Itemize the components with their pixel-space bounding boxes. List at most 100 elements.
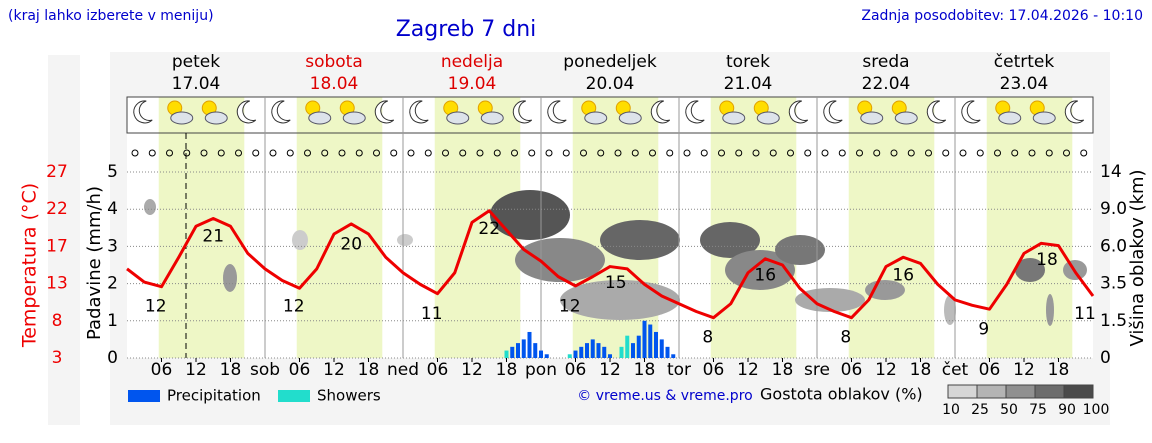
- cloud-icon: [342, 111, 366, 125]
- wind-symbol: [1080, 149, 1088, 157]
- precip-bar: [585, 343, 589, 358]
- temp-extreme-label: 21: [202, 227, 224, 247]
- wind-symbol: [1063, 149, 1070, 157]
- wind-symbol: [752, 149, 760, 157]
- wind-symbol: [183, 149, 191, 157]
- menu-note: (kraj lahko izberete v meniju): [8, 8, 214, 24]
- x-tick-label: 18: [772, 360, 794, 380]
- precip-bar: [504, 350, 509, 358]
- wind-symbol: [804, 149, 812, 157]
- temp-extreme-label: 8: [840, 327, 851, 347]
- cloud-legend-box: [1063, 384, 1094, 399]
- cloud-icon: [170, 111, 194, 125]
- x-tick-label: sob: [250, 360, 280, 380]
- wind-symbol: [131, 149, 139, 157]
- wind-symbol: [442, 149, 449, 157]
- wind-symbol: [976, 149, 984, 157]
- wind-symbol: [700, 149, 708, 157]
- daylight-band: [986, 97, 1073, 358]
- wind-symbol: [735, 149, 743, 157]
- wind-symbol: [769, 149, 777, 157]
- day-name: ponedeljek: [563, 52, 657, 72]
- precip-bar: [654, 331, 658, 358]
- wind-symbol: [459, 149, 467, 157]
- moon-icon: [512, 100, 533, 124]
- x-tick-label: 06: [151, 360, 173, 380]
- chart-title: Zagreb 7 dni: [396, 17, 537, 42]
- temp-extreme-label: 18: [1036, 250, 1058, 270]
- wind-symbol: [907, 149, 915, 157]
- day-date: 23.04: [1000, 74, 1049, 94]
- precip-bar: [596, 343, 601, 358]
- precip-bar: [636, 335, 641, 358]
- x-tick-label: 12: [323, 360, 345, 380]
- x-tick-label: 12: [185, 360, 207, 380]
- precip-bar: [659, 339, 664, 358]
- temperature-line: [126, 209, 1095, 320]
- wind-symbol: [666, 149, 674, 157]
- updated: Zadnja posodobitev: 17.04.2026 - 10:10: [861, 8, 1143, 24]
- precip-bar: [510, 346, 515, 358]
- day-name: petek: [172, 52, 220, 72]
- y2-tick-label: 0: [1100, 348, 1111, 368]
- precip-bar: [573, 350, 578, 358]
- y-tick-label: 5: [107, 162, 118, 182]
- x-tick-label: 12: [1013, 360, 1035, 380]
- cloud-legend-level: 75: [1029, 402, 1047, 418]
- y-tick-label: 0: [107, 348, 118, 368]
- wind-symbol: [355, 149, 363, 157]
- wind-symbol: [942, 149, 950, 157]
- precip-bar: [602, 346, 607, 358]
- precip-bar: [590, 339, 595, 358]
- x-tick-label: 06: [289, 360, 311, 380]
- y2-tick-label: 14: [1100, 162, 1122, 182]
- x-tick-label: 12: [599, 360, 621, 380]
- x-tick-label: ned: [387, 360, 419, 380]
- temp-extreme-label: 15: [605, 273, 627, 293]
- temp-extreme-label: 20: [340, 234, 362, 254]
- wind-symbol: [683, 149, 691, 157]
- cloud-icon: [204, 111, 228, 125]
- cloud-legend-level: 50: [1000, 402, 1018, 418]
- cloud-icon: [894, 111, 918, 125]
- wind-symbol: [217, 149, 225, 157]
- precip-bar: [642, 320, 647, 358]
- moon-icon: [236, 100, 257, 124]
- x-tick-label: 18: [220, 360, 242, 380]
- wind-symbol: [838, 149, 846, 157]
- day-name: nedelja: [441, 52, 503, 72]
- moon-icon: [1064, 100, 1085, 124]
- x-tick-label: sre: [804, 360, 830, 380]
- cloud-blob: [397, 234, 413, 246]
- wind-symbol: [286, 149, 294, 157]
- x-tick-label: 18: [358, 360, 380, 380]
- cloud-icon: [308, 111, 332, 125]
- y-tick-label: 2: [107, 274, 118, 294]
- cloud-blob: [223, 264, 237, 292]
- temp-extreme-label: 16: [892, 265, 914, 285]
- precip-bar: [631, 343, 635, 358]
- temp-tick-label: 17: [46, 236, 68, 256]
- precip-bar: [539, 350, 543, 358]
- cloud-legend-level: 25: [971, 402, 989, 418]
- day-date: 21.04: [724, 74, 773, 94]
- cloud-blob: [560, 280, 680, 320]
- wind-symbol: [528, 149, 536, 157]
- cloud-blob: [700, 222, 760, 258]
- cloud-icon: [446, 111, 470, 125]
- x-tick-label: 06: [841, 360, 863, 380]
- temp-tick-label: 13: [46, 274, 68, 294]
- cloud-legend-level: 10: [942, 402, 960, 418]
- wind-symbol: [166, 149, 173, 157]
- day-name: torek: [726, 52, 770, 72]
- x-tick-label: 12: [461, 360, 483, 380]
- day-date: 17.04: [172, 74, 221, 94]
- wind-symbol: [269, 149, 277, 157]
- precip-bar: [608, 354, 612, 358]
- wind-symbol: [994, 149, 1001, 157]
- cloud-icon: [480, 111, 504, 125]
- wind-symbol: [304, 149, 311, 157]
- temp-axis-panel: [48, 55, 80, 425]
- wind-symbol: [649, 149, 656, 157]
